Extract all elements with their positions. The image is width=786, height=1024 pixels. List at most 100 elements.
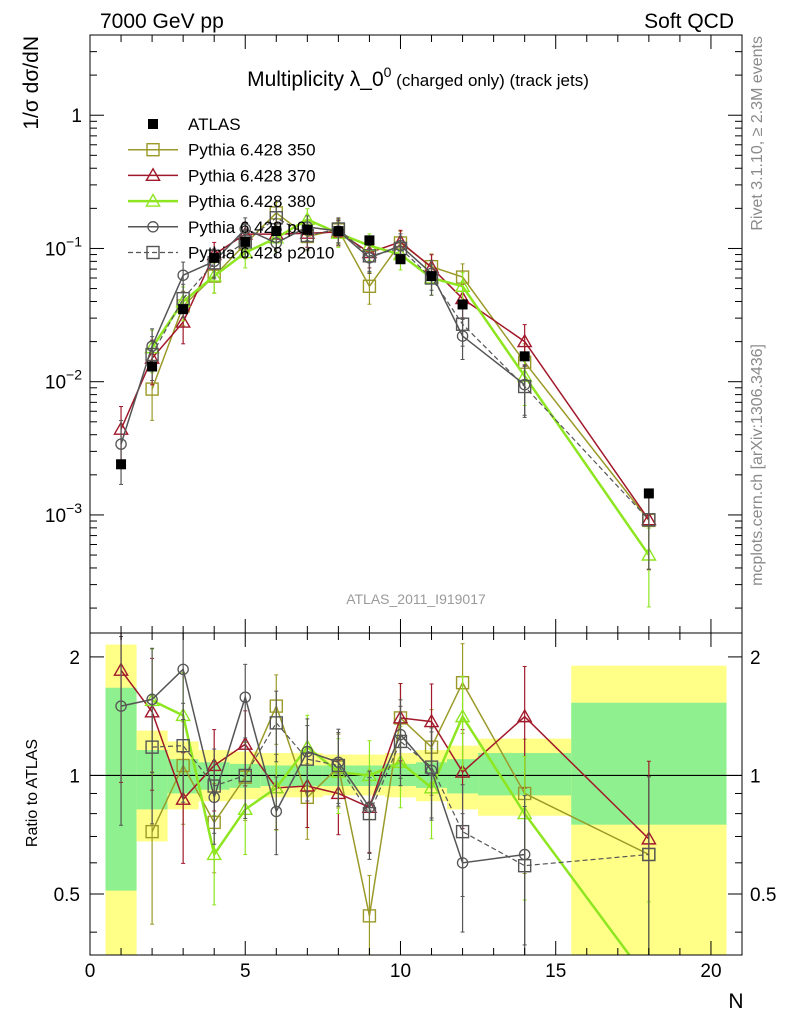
ratio-tick-label-right: 1 [750, 766, 761, 787]
ratio-tick-label-right: 0.5 [750, 885, 776, 906]
ratio-axes: 0 5 10 15 20 0.5 0.5 1 1 2 2 [54, 633, 776, 982]
y-tick-label-base: 10 [45, 506, 66, 527]
data-point-marker [643, 488, 654, 499]
data-point-marker [454, 278, 471, 292]
data-point-marker [178, 304, 189, 315]
y-tick-label: 1 [71, 106, 82, 127]
data-point-marker [364, 235, 375, 246]
data-point-marker [424, 760, 439, 774]
data-point-marker [270, 805, 283, 818]
data-point-marker [331, 758, 346, 773]
legend-entry: ATLAS [148, 115, 241, 134]
y-tick-label-base: 10 [45, 239, 66, 260]
data-point-marker [206, 268, 222, 282]
y-tick-label-exp: −1 [66, 233, 82, 249]
data-point-marker [454, 764, 471, 778]
data-point-marker [642, 975, 655, 987]
watermark-label: ATLAS_2011_I919017 [346, 591, 486, 607]
data-point-marker [642, 513, 656, 527]
data-point-marker [175, 791, 191, 805]
ratio-panel: 0 5 10 15 20 0.5 0.5 1 1 2 2 Ratio to ATLAS N [24, 632, 776, 1013]
data-point-marker [240, 236, 251, 247]
data-point-marker [516, 708, 533, 723]
data-point-marker [517, 379, 532, 394]
legend-label: Pythia 6.428 350 [188, 141, 316, 160]
data-point-marker [115, 438, 127, 450]
mcplots-label: mcplots.cern.ch [arXiv:1306.3436] [749, 344, 766, 586]
data-point-marker [145, 193, 161, 207]
y-tick-label: 10−2 [45, 367, 82, 394]
ratio-tick-label: 0.5 [54, 885, 80, 906]
data-point-marker [148, 119, 158, 129]
legend-label: ATLAS [188, 115, 241, 134]
data-point-marker [145, 740, 159, 754]
series-1 [113, 220, 657, 570]
y-tick-label: 10−3 [45, 500, 82, 527]
legend-entry: Pythia 6.428 370 [128, 166, 316, 185]
header-category-label: Soft QCD [644, 10, 734, 33]
atlas-data [116, 224, 654, 499]
data-point-marker [300, 752, 315, 766]
data-point-marker [362, 806, 377, 821]
data-point-marker [116, 459, 127, 470]
data-point-marker [145, 824, 159, 839]
main-plot-content [113, 201, 657, 608]
data-point-marker [455, 317, 470, 331]
data-point-marker [176, 738, 190, 753]
rivet-label: Rivet 3.1.10, ≥ 2.3M events [749, 36, 766, 231]
ratio-tick-label: 1 [69, 766, 80, 787]
data-point-marker [147, 361, 158, 372]
data-point-marker [237, 244, 254, 259]
data-point-marker [302, 224, 313, 235]
data-point-marker [333, 226, 344, 237]
main-panel: 10−310−210−11 Multiplicity λ_00 (charged… [20, 34, 743, 634]
ratio-y-axis-label: Ratio to ATLAS [24, 739, 41, 847]
ratio-series-line [120, 669, 650, 840]
y-tick-label-exp: −3 [66, 500, 82, 516]
x-axis-label: N [728, 990, 743, 1013]
data-point-marker [457, 299, 468, 310]
data-point-marker [239, 691, 251, 703]
data-point-marker [115, 700, 127, 712]
data-point-marker [519, 351, 530, 362]
legend-entry: Pythia 6.428 p0 [128, 218, 306, 237]
data-point-marker [177, 269, 189, 281]
main-title-text: Multiplicity λ_00 (charged only) (track … [247, 64, 589, 91]
data-point-marker [147, 221, 159, 233]
ratio-series-4 [145, 690, 656, 955]
data-point-marker [175, 314, 191, 328]
data-point-marker [270, 237, 283, 249]
data-point-marker [146, 245, 160, 260]
legend-entry: Pythia 6.428 p2010 [128, 244, 335, 263]
data-point-marker [269, 211, 283, 225]
title-sup: 0 [384, 64, 392, 80]
header-beam-label: 7000 GeV pp [100, 10, 224, 33]
legend-label: Pythia 6.428 p0 [188, 218, 306, 237]
ratio-tick-label: 2 [69, 648, 80, 669]
data-point-marker [426, 271, 437, 282]
legend-label: Pythia 6.428 p2010 [188, 244, 335, 263]
legend: ATLAS Pythia 6.428 350 Pythia 6.428 370 Pyt… [128, 115, 335, 263]
y-tick-label-exp: −2 [66, 367, 82, 383]
data-point-marker [393, 734, 408, 749]
data-point-marker [395, 254, 406, 265]
data-point-marker [642, 847, 656, 862]
y-tick-label: 10−1 [45, 233, 82, 260]
data-point-marker [145, 347, 159, 362]
data-point-marker [145, 167, 161, 182]
data-point-marker [206, 846, 222, 861]
main-axes: 10−310−210−11 [45, 34, 743, 633]
x-tick-label: 10 [390, 961, 411, 982]
data-point-marker [517, 858, 532, 873]
data-point-marker [207, 779, 221, 793]
legend-entry: Pythia 6.428 350 [128, 141, 316, 160]
data-point-marker [455, 824, 470, 839]
legend-label: Pythia 6.428 370 [188, 166, 316, 185]
data-point-marker [362, 279, 377, 293]
data-point-marker [271, 226, 282, 237]
data-point-marker [238, 768, 252, 783]
data-point-marker [362, 909, 377, 923]
x-tick-label: 5 [240, 961, 251, 982]
data-point-marker [454, 708, 471, 723]
